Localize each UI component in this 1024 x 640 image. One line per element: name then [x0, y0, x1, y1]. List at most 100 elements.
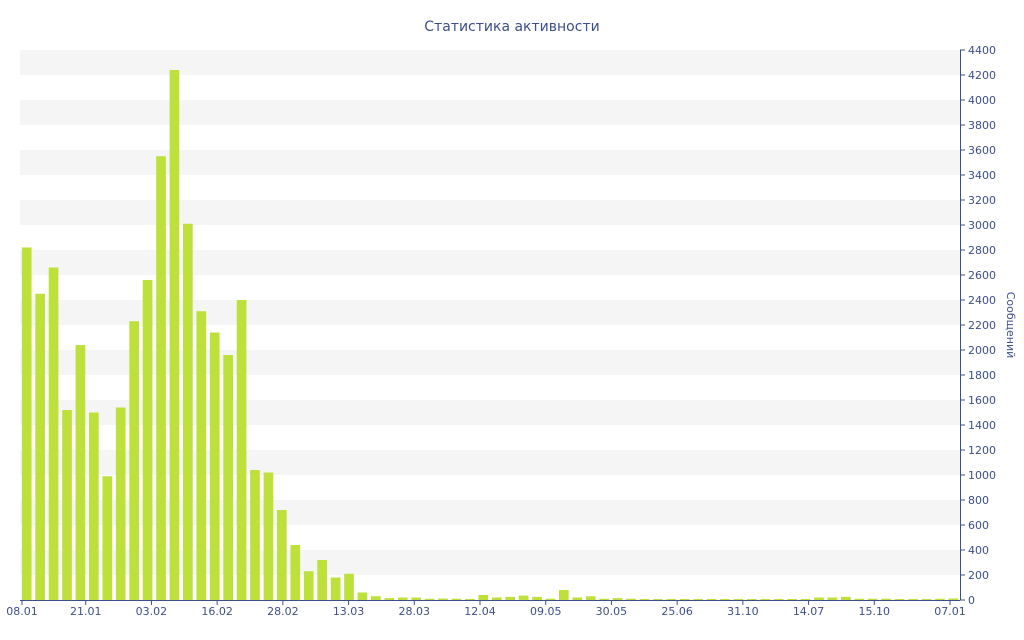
bar	[559, 590, 569, 600]
bar	[397, 597, 408, 600]
bar	[169, 70, 180, 600]
bar	[599, 598, 609, 600]
y-tick-label: 4000	[968, 94, 996, 107]
bar	[733, 599, 744, 600]
grid-band	[20, 50, 960, 75]
bar	[330, 577, 341, 600]
bar	[505, 596, 515, 600]
x-tick-label: 31.10	[727, 605, 759, 618]
bar	[935, 598, 945, 600]
bar	[21, 247, 32, 600]
bar	[747, 599, 757, 600]
bar	[585, 596, 596, 600]
x-tick-label: 08.01	[6, 605, 38, 618]
chart-title: Статистика активности	[424, 19, 599, 35]
bar	[706, 599, 717, 600]
bar	[129, 321, 139, 600]
bar	[35, 293, 45, 600]
bar	[209, 332, 220, 600]
bar	[491, 597, 502, 600]
bar	[666, 599, 677, 600]
x-tick-label: 13.03	[333, 605, 365, 618]
bar	[277, 510, 287, 600]
y-tick-label: 3400	[968, 169, 996, 182]
bar	[183, 223, 193, 600]
y-tick-label: 2200	[968, 319, 996, 332]
y-tick-label: 1200	[968, 444, 996, 457]
y-axis-ticks: 0 200 400 600 800 1000 1200 1400 1600 1800 2000 220…	[960, 44, 996, 607]
bar	[720, 599, 730, 600]
bar	[841, 596, 851, 600]
x-tick-label: 07.01	[934, 605, 966, 618]
bar	[478, 595, 489, 600]
bar	[62, 410, 72, 600]
x-tick-label: 15.10	[859, 605, 891, 618]
y-tick-label: 1400	[968, 419, 996, 432]
bar	[867, 598, 878, 600]
bar	[532, 596, 542, 600]
bar	[908, 599, 918, 600]
y-tick-label: 0	[968, 594, 975, 607]
x-tick-label: 16.02	[201, 605, 233, 618]
y-tick-label: 800	[968, 494, 989, 507]
bar	[438, 598, 448, 600]
bar	[693, 599, 703, 600]
bar	[854, 598, 865, 600]
y-tick-label: 400	[968, 544, 989, 557]
bar	[384, 598, 395, 600]
x-tick-label: 12.04	[464, 605, 496, 618]
bar	[814, 597, 824, 600]
bar	[653, 599, 663, 600]
x-tick-label: 30.05	[596, 605, 628, 618]
bar	[344, 573, 354, 600]
y-tick-label: 2800	[968, 244, 996, 257]
bar	[196, 311, 207, 600]
bar	[800, 599, 811, 600]
bar	[142, 280, 153, 600]
bar	[424, 598, 435, 600]
x-tick-label: 21.01	[70, 605, 102, 618]
y-tick-label: 4400	[968, 44, 996, 57]
y-tick-label: 1000	[968, 469, 996, 482]
bar	[156, 156, 166, 600]
y-tick-label: 2000	[968, 344, 996, 357]
x-tick-label: 09.05	[530, 605, 562, 618]
y-tick-label: 3000	[968, 219, 996, 232]
bars-group	[21, 70, 959, 600]
y-tick-label: 4200	[968, 69, 996, 82]
bar	[679, 599, 690, 600]
bar	[626, 598, 636, 600]
x-tick-label: 28.03	[399, 605, 431, 618]
grid-band	[20, 100, 960, 125]
bar	[75, 345, 86, 600]
bar	[612, 598, 623, 600]
bar	[317, 560, 327, 600]
bar	[545, 598, 556, 600]
bar	[465, 599, 475, 600]
bar	[371, 596, 381, 600]
bar	[773, 599, 784, 600]
bar	[572, 597, 583, 600]
bar	[357, 592, 368, 600]
y-tick-label: 3800	[968, 119, 996, 132]
y-tick-label: 3200	[968, 194, 996, 207]
bar	[411, 597, 421, 600]
bar	[451, 598, 462, 600]
bar	[894, 599, 905, 600]
bar	[290, 545, 301, 600]
x-tick-label: 14.07	[793, 605, 825, 618]
bar	[518, 595, 529, 600]
bar	[639, 599, 650, 600]
bar	[303, 571, 314, 600]
bar	[115, 407, 126, 600]
x-tick-label: 03.02	[136, 605, 168, 618]
bar	[263, 472, 274, 600]
y-tick-label: 600	[968, 519, 989, 532]
y-tick-label: 3600	[968, 144, 996, 157]
x-tick-label: 25.06	[661, 605, 693, 618]
bar	[921, 599, 932, 600]
y-tick-label: 2600	[968, 269, 996, 282]
y-axis-title: Сообщений	[1004, 292, 1017, 359]
y-tick-label: 200	[968, 569, 989, 582]
